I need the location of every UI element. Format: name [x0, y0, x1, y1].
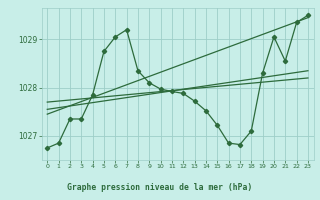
Text: Graphe pression niveau de la mer (hPa): Graphe pression niveau de la mer (hPa) [68, 183, 252, 192]
